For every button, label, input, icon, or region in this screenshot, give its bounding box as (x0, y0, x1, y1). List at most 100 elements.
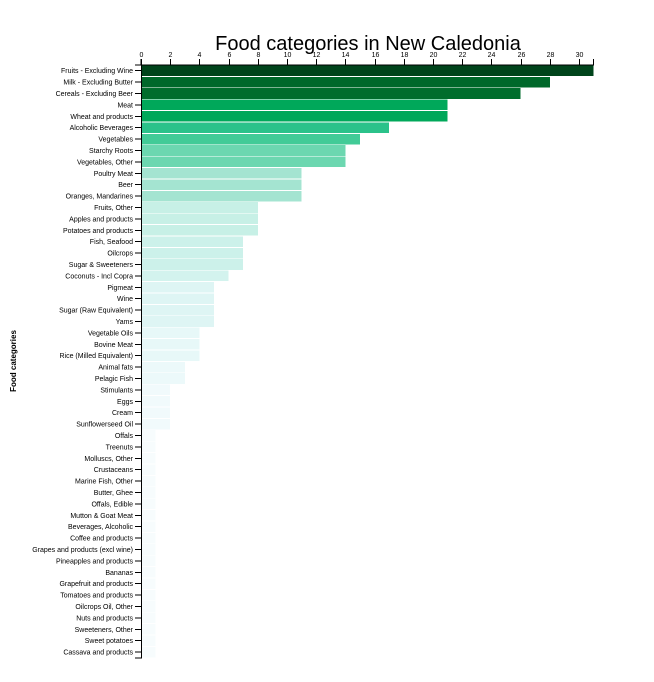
category-label: Oilcrops (107, 251, 133, 258)
category-label: Pelagic Fish (95, 376, 133, 383)
y-axis-line (135, 64, 142, 659)
category-label: Wine (117, 296, 133, 303)
bar (142, 350, 200, 361)
x-tick-label: 20 (430, 52, 438, 59)
bar (142, 418, 171, 430)
bar (142, 453, 156, 464)
x-tick-label: 4 (198, 52, 202, 59)
category-label: Nuts and products (76, 615, 133, 622)
bar (142, 487, 156, 498)
bar (142, 202, 258, 213)
bar (142, 282, 214, 293)
category-label: Bovine Meat (94, 342, 133, 349)
category-label: Sweeteners, Other (75, 627, 134, 634)
category-label: Potatoes and products (63, 228, 134, 235)
x-tick-label: 0 (140, 52, 144, 59)
category-label: Bananas (105, 570, 133, 577)
bar (142, 407, 171, 418)
bars (142, 65, 594, 658)
category-label: Fruits, Other (94, 205, 134, 212)
category-label: Marine Fish, Other (75, 479, 134, 486)
category-label: Poultry Meat (94, 171, 133, 178)
category-label: Coffee and products (70, 536, 133, 543)
x-tick-label: 12 (313, 52, 321, 59)
x-tick-label: 8 (257, 52, 261, 59)
bar (142, 555, 156, 567)
category-label: Wheat and products (70, 114, 133, 121)
bar (142, 441, 156, 453)
bar (142, 361, 185, 373)
y-axis: Fruits - Excluding Wine Milk - Excluding … (32, 64, 142, 659)
bar (142, 464, 156, 475)
category-label: Cream (112, 410, 133, 417)
bar (142, 646, 156, 658)
category-label: Pigmeat (107, 285, 133, 292)
chart-title: Food categories in New Caledonia (215, 33, 522, 55)
x-tick-label: 30 (576, 52, 584, 59)
category-label: Butter, Ghee (94, 490, 133, 497)
bar (142, 578, 156, 589)
bar (142, 304, 214, 316)
bar (142, 475, 156, 487)
bar (142, 225, 258, 236)
category-label: Cereals - Excluding Beer (56, 91, 134, 98)
category-label: Vegetables, Other (77, 159, 134, 166)
bar (142, 270, 229, 282)
x-axis: 0 2 4 6 8 10 12 14 16 18 20 22 24 26 28 30 (140, 52, 595, 66)
category-label: Mutton & Goat Meat (70, 513, 133, 520)
bar (142, 111, 448, 122)
bar (142, 498, 156, 510)
category-label: Sweet potatoes (85, 638, 134, 645)
category-label: Animal fats (98, 365, 133, 372)
category-label: Vegetable Oils (88, 330, 134, 337)
x-tick-label: 10 (284, 52, 292, 59)
category-label: Molluscs, Other (84, 456, 133, 463)
bar (142, 339, 200, 350)
category-label: Yams (116, 319, 134, 326)
category-label: Crustaceans (94, 467, 134, 474)
category-label: Sunflowerseed Oil (76, 422, 133, 429)
x-tick-label: 18 (401, 52, 409, 59)
bar (142, 190, 302, 202)
bar (142, 179, 302, 190)
x-tick-label: 24 (488, 52, 496, 59)
category-label: Tomatoes and products (60, 593, 133, 600)
bar (142, 396, 171, 407)
bar (142, 168, 302, 179)
bar (142, 601, 156, 612)
category-label: Sugar (Raw Equivalent) (59, 308, 133, 315)
bar (142, 236, 244, 247)
category-label: Alcoholic Beverages (70, 125, 134, 132)
category-label: Sugar & Sweeteners (69, 262, 134, 269)
category-label: Treenuts (106, 444, 134, 451)
bar (142, 567, 156, 578)
bar (142, 430, 156, 441)
bar (142, 510, 156, 521)
x-axis-line (140, 59, 595, 66)
bar (142, 624, 156, 635)
category-label: Oilcrops Oil, Other (75, 604, 133, 611)
bar (142, 589, 156, 601)
bar (142, 65, 594, 76)
category-label: Meat (117, 102, 133, 109)
category-label: Pineapples and products (56, 558, 134, 565)
bar (142, 521, 156, 532)
y-axis-label: Food categories (9, 330, 18, 392)
bar (142, 316, 214, 327)
bar (142, 156, 346, 168)
category-label: Fruits - Excluding Wine (61, 68, 133, 75)
bar (142, 99, 448, 111)
category-label: Oranges, Mandarines (66, 194, 134, 201)
category-label: Offals (115, 433, 134, 440)
bar (142, 612, 156, 624)
x-tick-label: 28 (547, 52, 555, 59)
category-label: Milk - Excluding Butter (63, 80, 133, 87)
category-label: Fish, Seafood (90, 239, 133, 246)
x-tick-label: 16 (372, 52, 380, 59)
bar (142, 259, 244, 270)
bar (142, 247, 244, 259)
x-tick-label: 6 (228, 52, 232, 59)
category-label: Cassava and products (63, 650, 133, 657)
category-label: Starchy Roots (89, 148, 133, 155)
